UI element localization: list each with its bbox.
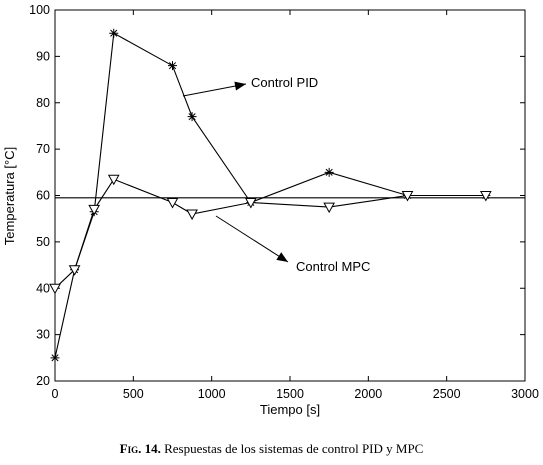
data-point [50,353,60,363]
chart: 0 500 1000 1500 2000 2500 3000 20 30 40 50 60 70 80 90… [2,3,539,417]
data-point [109,28,119,38]
data-point [68,265,81,276]
data-point [186,209,198,221]
y-tick-label: 70 [36,142,50,156]
annotation-arrow-head [276,252,288,262]
annotations-group: Control PID Control MPC [182,75,370,274]
data-point [324,167,334,177]
y-tick-label: 100 [29,3,50,17]
y-tick-label: 20 [36,374,50,388]
annotation-label: Control MPC [296,259,370,274]
series-group [49,28,492,363]
x-tick-label: 2500 [433,387,461,401]
y-tick-label: 50 [36,235,50,249]
y-tick-label: 40 [36,281,50,295]
data-point [88,204,101,216]
caption-text: Respuestas de los sistemas de control PI… [160,441,424,456]
y-tick-label: 60 [36,189,50,203]
y-axis-label: Temperatura [°C] [2,147,17,245]
x-tick-label: 3000 [511,387,539,401]
data-point [323,202,336,214]
x-tick-label: 2000 [354,387,382,401]
x-tick-label: 500 [123,387,144,401]
figure-caption: Fig. 14. Respuestas de los sistemas de c… [0,441,543,457]
annotation-arrow-head [234,81,246,91]
data-point [166,197,179,209]
series-line [54,178,486,289]
x-tick-label: 0 [52,387,59,401]
data-point [187,112,197,122]
data-point [401,191,414,202]
x-tick-label: 1000 [198,387,226,401]
axis-ticks: 0 500 1000 1500 2000 2500 3000 20 30 40 50 60 70 80 90… [29,3,539,401]
y-tick-label: 80 [36,96,50,110]
y-tick-label: 30 [36,328,50,342]
x-axis-label: Tiempo [s] [260,402,320,417]
data-point [49,283,61,295]
data-point [244,197,257,209]
data-point [107,174,120,186]
caption-label: Fig. 14. [119,441,161,456]
data-point [168,61,177,71]
y-tick-label: 90 [36,49,50,63]
data-point [479,191,492,202]
annotation-arrow-line [215,215,289,263]
x-tick-label: 1500 [276,387,304,401]
annotation-label: Control PID [251,75,318,90]
